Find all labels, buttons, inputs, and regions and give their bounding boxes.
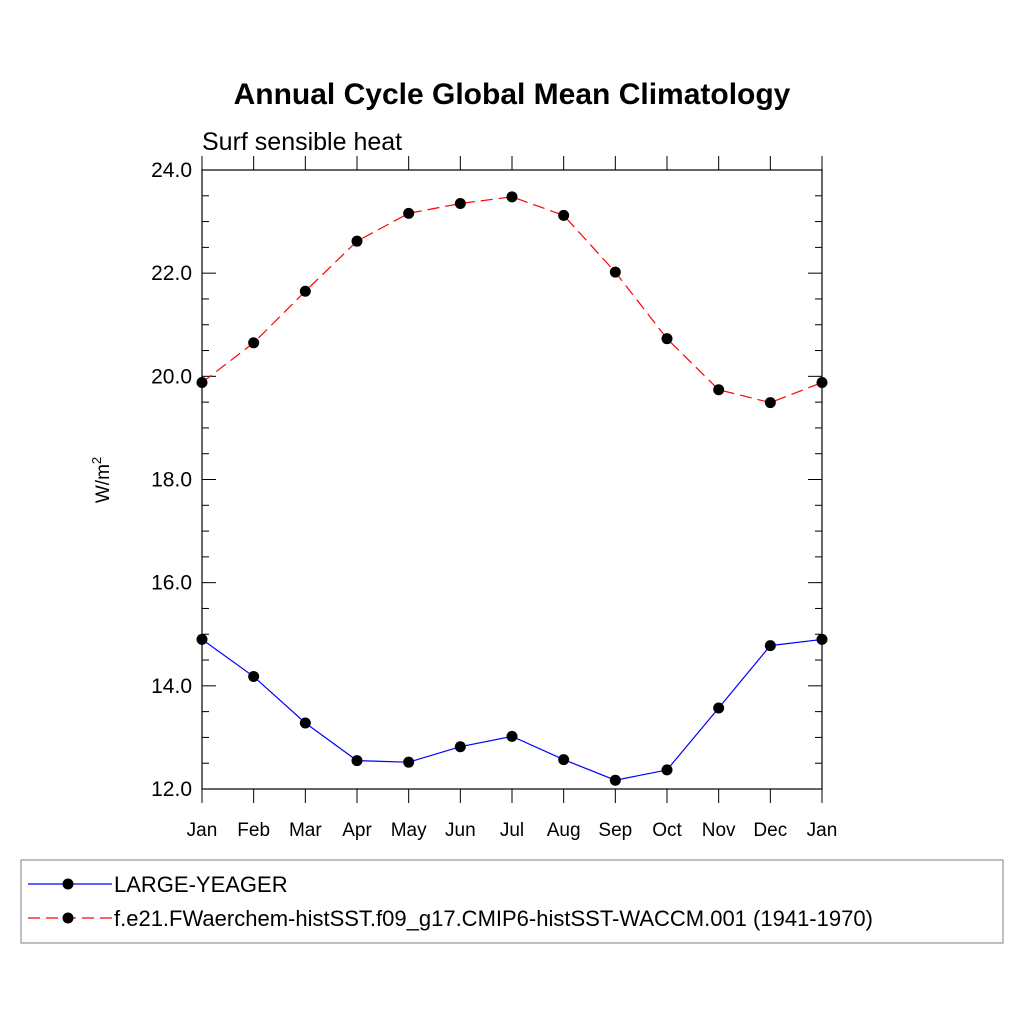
- y-axis-label-superscript: 2: [89, 457, 104, 464]
- y-tick-label: 14.0: [151, 675, 192, 698]
- legend-marker-2: [62, 912, 74, 924]
- data-point-series-1: [403, 756, 415, 768]
- legend-box: [20, 859, 1004, 944]
- data-point-series-2: [351, 235, 363, 247]
- x-tick-label: Mar: [289, 820, 322, 841]
- data-point-series-2: [661, 333, 673, 345]
- data-point-series-2: [713, 384, 725, 396]
- x-tick-label: Jan: [187, 820, 218, 841]
- data-point-series-2: [816, 377, 828, 389]
- y-tick-label: 16.0: [151, 572, 192, 595]
- y-tick-label: 18.0: [151, 469, 192, 492]
- chart-title: Annual Cycle Global Mean Climatology: [234, 78, 791, 111]
- y-tick-label: 22.0: [151, 262, 192, 285]
- data-point-series-2: [454, 198, 466, 210]
- data-point-series-2: [506, 191, 518, 203]
- series-line-1: [201, 638, 823, 781]
- series-line-2: [201, 196, 823, 404]
- legend-marker-1: [62, 878, 74, 890]
- y-tick-label: 12.0: [151, 778, 192, 801]
- svg-text:W/m2: W/m2: [89, 457, 114, 503]
- chart-subtitle: Surf sensible heat: [202, 128, 402, 156]
- x-tick-label: May: [391, 820, 427, 841]
- x-tick-label: Jan: [807, 820, 838, 841]
- y-tick-label: 20.0: [151, 365, 192, 388]
- data-point-series-2: [299, 285, 311, 297]
- legend: LARGE-YEAGER f.e21.FWaerchem-histSST.f09_…: [28, 872, 873, 931]
- data-point-series-1: [816, 633, 828, 645]
- data-point-series-1: [661, 764, 673, 776]
- data-point-series-2: [609, 266, 621, 278]
- data-point-series-2: [764, 397, 776, 409]
- data-point-series-1: [299, 717, 311, 729]
- data-point-series-2: [248, 337, 260, 349]
- x-tick-label: Oct: [652, 820, 682, 841]
- x-tick-label: Nov: [702, 820, 736, 841]
- x-tick-label: Jun: [445, 820, 476, 841]
- data-point-series-1: [248, 671, 260, 683]
- data-point-series-1: [713, 702, 725, 714]
- data-point-series-1: [454, 741, 466, 753]
- data-point-series-2: [558, 209, 570, 221]
- x-tick-label: Jul: [500, 820, 524, 841]
- data-point-series-1: [609, 774, 621, 786]
- legend-label-1: LARGE-YEAGER: [114, 872, 288, 897]
- y-tick-label: 24.0: [151, 159, 192, 182]
- x-tick-label: Apr: [342, 820, 372, 841]
- x-tick-label: Aug: [547, 820, 581, 841]
- data-point-series-1: [506, 730, 518, 742]
- legend-label-2: f.e21.FWaerchem-histSST.f09_g17.CMIP6-hi…: [114, 906, 873, 931]
- data-point-series-1: [196, 633, 208, 645]
- data-point-series-1: [558, 754, 570, 766]
- data-point-series-2: [196, 377, 208, 389]
- x-tick-label: Dec: [753, 820, 787, 841]
- x-tick-label: Sep: [598, 820, 632, 841]
- data-point-series-1: [351, 755, 363, 767]
- data-point-series-2: [403, 207, 415, 219]
- y-axis-label-text: W/m: [93, 464, 114, 503]
- plot-area: 12.0 14.0 16.0 18.0 20.0 22.0 24.0 Jan Feb Mar Apr…: [151, 156, 837, 841]
- data-point-series-1: [764, 640, 776, 652]
- x-tick-label: Feb: [237, 820, 270, 841]
- y-axis-label: W/m2: [89, 457, 114, 503]
